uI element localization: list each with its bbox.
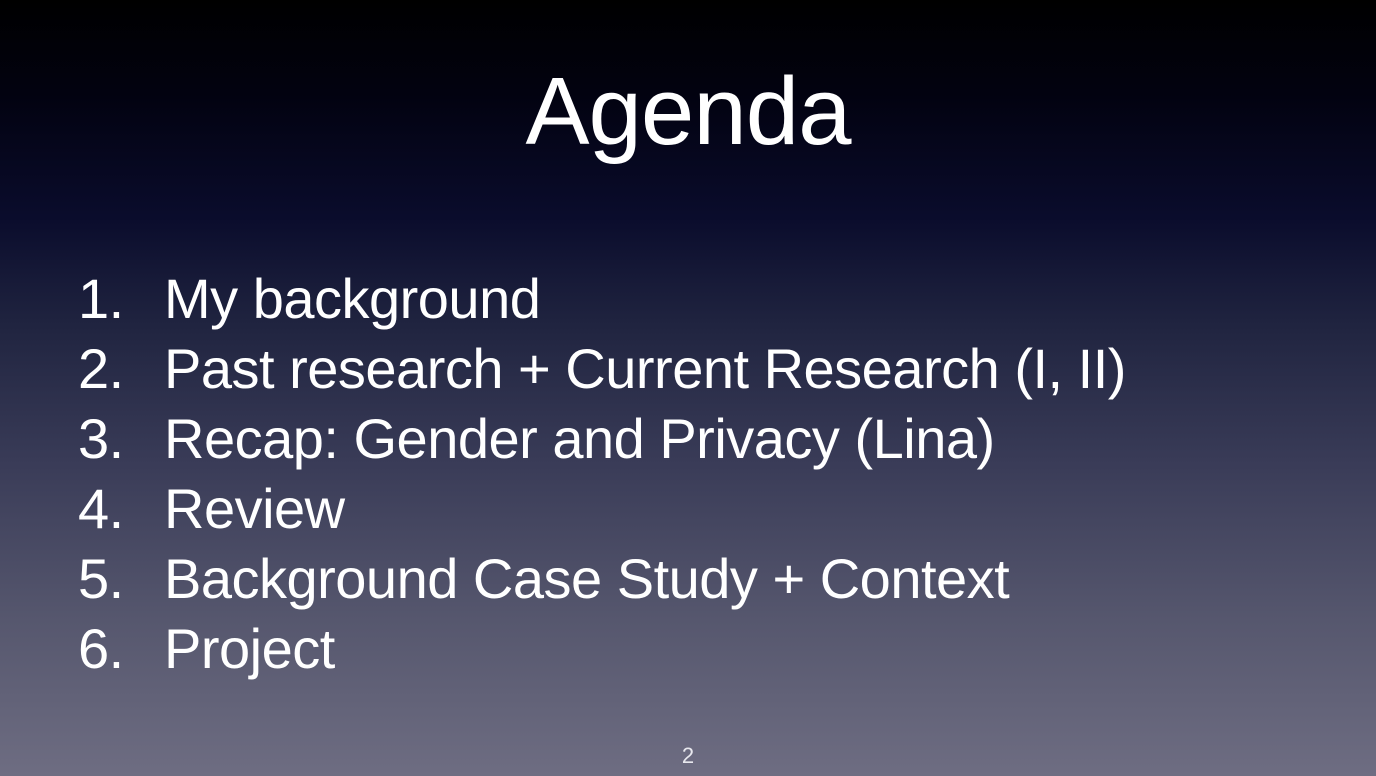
agenda-item-3: 3. Recap: Gender and Privacy (Lina) — [78, 404, 1126, 474]
slide-page-number: 2 — [681, 743, 695, 768]
agenda-item-6: 6. Project — [78, 614, 1126, 684]
agenda-item-text: My background — [164, 267, 541, 330]
agenda-item-number: 6. — [78, 617, 124, 680]
agenda-list: 1. My background 2. Past research + Curr… — [78, 264, 1126, 684]
agenda-item-number: 2. — [78, 337, 124, 400]
agenda-item-text: Project — [164, 617, 335, 680]
agenda-item-number: 4. — [78, 477, 124, 540]
agenda-item-text: Review — [164, 477, 345, 540]
agenda-item-number: 1. — [78, 267, 124, 330]
agenda-item-text: Past research + Current Research (I, II) — [164, 337, 1126, 400]
agenda-item-number: 5. — [78, 547, 124, 610]
agenda-item-text: Background Case Study + Context — [164, 547, 1010, 610]
agenda-item-text: Recap: Gender and Privacy (Lina) — [164, 407, 995, 470]
agenda-item-number: 3. — [78, 407, 124, 470]
agenda-item-2: 2. Past research + Current Research (I, … — [78, 334, 1126, 404]
agenda-item-4: 4. Review — [78, 474, 1126, 544]
slide-title: Agenda — [525, 58, 852, 165]
agenda-item-5: 5. Background Case Study + Context — [78, 544, 1126, 614]
agenda-item-1: 1. My background — [78, 264, 1126, 334]
